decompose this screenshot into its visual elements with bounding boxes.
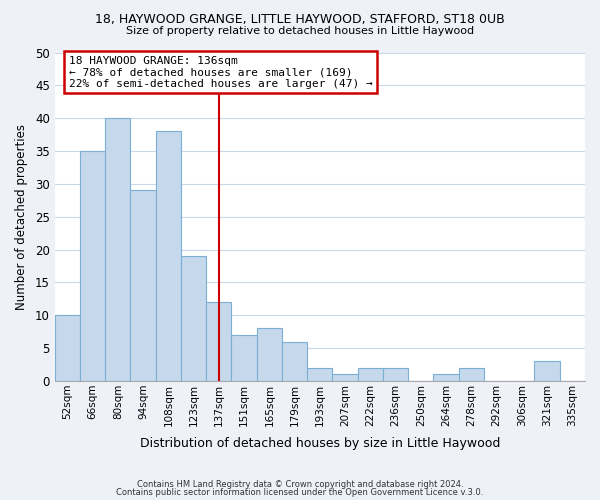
Bar (282, 342, 307, 381)
X-axis label: Distribution of detached houses by size in Little Haywood: Distribution of detached houses by size … (140, 437, 500, 450)
Bar (80, 151, 105, 381)
Bar (232, 335, 257, 381)
Text: 18 HAYWOOD GRANGE: 136sqm
← 78% of detached houses are smaller (169)
22% of semi: 18 HAYWOOD GRANGE: 136sqm ← 78% of detac… (68, 56, 373, 89)
Bar (535, 362, 560, 381)
Bar (105, 118, 130, 381)
Bar (155, 132, 181, 381)
Bar (130, 190, 155, 381)
Bar (257, 328, 282, 381)
Bar (459, 368, 484, 381)
Text: 18, HAYWOOD GRANGE, LITTLE HAYWOOD, STAFFORD, ST18 0UB: 18, HAYWOOD GRANGE, LITTLE HAYWOOD, STAF… (95, 12, 505, 26)
Bar (332, 374, 358, 381)
Bar (433, 374, 459, 381)
Text: Size of property relative to detached houses in Little Haywood: Size of property relative to detached ho… (126, 26, 474, 36)
Text: Contains HM Land Registry data © Crown copyright and database right 2024.: Contains HM Land Registry data © Crown c… (137, 480, 463, 489)
Y-axis label: Number of detached properties: Number of detached properties (15, 124, 28, 310)
Bar (307, 368, 332, 381)
Bar (358, 368, 383, 381)
Bar (206, 302, 232, 381)
Bar (181, 256, 206, 381)
Bar (55, 316, 80, 381)
Bar (383, 368, 408, 381)
Text: Contains public sector information licensed under the Open Government Licence v.: Contains public sector information licen… (116, 488, 484, 497)
